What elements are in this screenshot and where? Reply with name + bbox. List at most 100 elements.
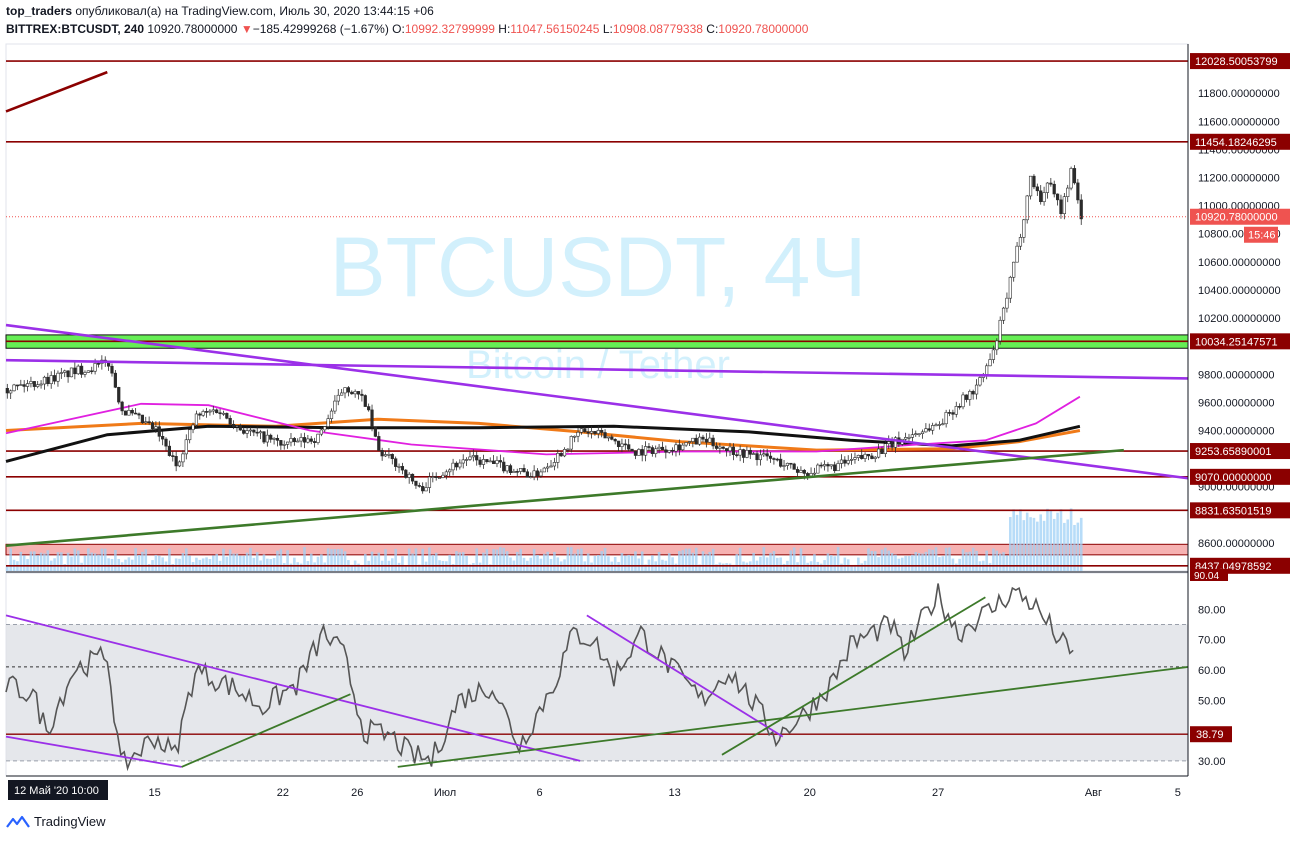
volume-bar (1005, 555, 1009, 571)
candle-body (863, 453, 867, 459)
author-name[interactable]: top_traders (6, 4, 73, 18)
volume-bar (954, 563, 958, 571)
time-tick-label: 13 (669, 787, 681, 799)
volume-bar (340, 548, 343, 571)
price-label-text: 9253.65890001 (1195, 446, 1271, 458)
candle-body (698, 436, 702, 445)
candle-body (201, 411, 205, 416)
candle-body (887, 441, 891, 445)
candle-body (90, 370, 94, 373)
volume-bar (833, 556, 836, 571)
candle-body (931, 425, 935, 431)
price-change: −185.42999268 (−1.67%) (252, 22, 389, 36)
volume-bar (1032, 517, 1036, 571)
candle-body (22, 384, 26, 387)
candle-body (985, 365, 989, 375)
volume-bar (97, 554, 100, 571)
volume-bar (390, 558, 394, 571)
candle-body (265, 434, 269, 443)
volume-bar (546, 551, 549, 571)
candle-body (177, 461, 182, 467)
volume-bar (890, 553, 894, 571)
candle-body (576, 431, 580, 437)
volume-bar (1042, 520, 1046, 571)
candle-body (140, 414, 144, 424)
candle-body (198, 413, 202, 416)
candle-body (1022, 219, 1026, 238)
candle-body (167, 445, 172, 456)
price-tick-label: 8600.00000000 (1198, 538, 1274, 550)
candle-body (96, 363, 101, 365)
volume-bar (1015, 514, 1019, 571)
volume-bar (853, 564, 857, 571)
candle-body (556, 452, 560, 463)
volume-bar (252, 557, 256, 571)
volume-bar (711, 548, 715, 571)
candle-body (299, 437, 303, 442)
candle-body (701, 436, 705, 440)
volume-bar (1069, 508, 1073, 571)
candle-body (353, 391, 357, 395)
candle-body (974, 384, 979, 395)
candle-body (532, 470, 536, 477)
candle-body (360, 393, 364, 396)
volume-bar (316, 556, 320, 571)
high-value: 11047.56150245 (510, 22, 600, 36)
volume-bar (924, 551, 928, 571)
candle-body (161, 436, 165, 440)
volume-bar (934, 547, 938, 571)
candle-body (306, 438, 310, 443)
volume-bar (212, 555, 215, 571)
volume-bar (529, 557, 533, 571)
volume-bar (590, 562, 593, 571)
volume-bar (56, 552, 60, 571)
tradingview-footer[interactable]: TradingView (6, 814, 106, 829)
candle-body (917, 433, 921, 435)
candle-body (262, 431, 266, 443)
candle-body (1059, 199, 1063, 215)
volume-bar (103, 548, 107, 571)
volume-bar (769, 552, 772, 571)
volume-bar (127, 557, 131, 571)
candle-body (846, 460, 850, 464)
candle-body (640, 449, 644, 456)
candle-body (1018, 237, 1023, 247)
candle-body (56, 372, 60, 382)
volume-bar (60, 552, 63, 571)
time-tick-label: 5 (1175, 787, 1181, 799)
volume-bar (948, 547, 951, 571)
candle-body (691, 437, 695, 442)
volume-bar (66, 552, 70, 571)
countdown-text: 15:46 (1248, 230, 1276, 242)
candle-body (880, 448, 884, 454)
volume-bar (401, 556, 404, 571)
volume-bar (857, 557, 860, 571)
candle-body (904, 437, 908, 440)
candle-body (32, 381, 36, 387)
volume-bar (262, 554, 266, 571)
candle-body (833, 464, 837, 472)
candle-body (745, 449, 749, 458)
candle-body (52, 375, 57, 382)
volume-bar (1049, 510, 1053, 571)
volume-bar (904, 556, 907, 571)
candle-body (410, 473, 415, 482)
candle-body (211, 409, 215, 412)
volume-bar (634, 551, 637, 571)
volume-bar (22, 555, 26, 571)
candle-body (843, 459, 847, 464)
candle-body (492, 460, 496, 464)
candle-body (535, 470, 540, 477)
candle-body (677, 444, 681, 451)
candle-body (333, 400, 337, 412)
candle-body (181, 453, 185, 463)
price-label-badge (1190, 133, 1290, 150)
candle-body (464, 459, 469, 461)
candle-body (512, 471, 516, 473)
volume-bar (998, 553, 1002, 571)
volume-bar (914, 552, 918, 571)
candle-body (637, 449, 641, 456)
candle-body (964, 394, 969, 400)
candle-body (822, 464, 827, 467)
